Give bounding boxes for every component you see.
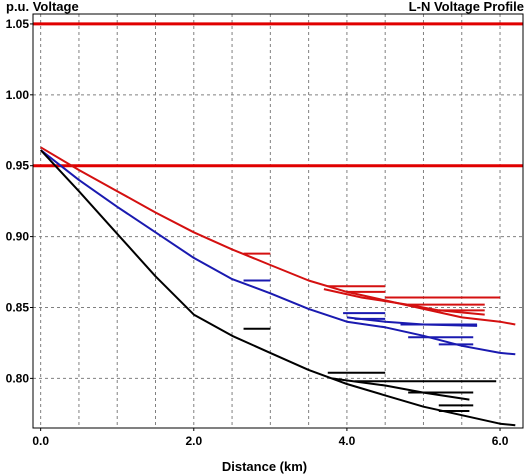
- x-tick-label: 6.0: [492, 434, 509, 448]
- chart-title: L-N Voltage Profile: [408, 0, 524, 14]
- x-tick-label: 2.0: [185, 434, 202, 448]
- series-0: [40, 146, 516, 326]
- x-tick-label: 0.0: [32, 434, 49, 448]
- series-line: [39, 149, 516, 427]
- series-2: [39, 149, 516, 427]
- y-axis-label: p.u. Voltage: [6, 0, 79, 14]
- x-axis-label: Distance (km): [221, 459, 308, 474]
- plot-frame: [32, 13, 524, 429]
- y-tick-label: 0.90: [6, 230, 30, 244]
- x-tick-label: 4.0: [339, 434, 356, 448]
- series-line: [40, 146, 516, 326]
- y-tick-label: 0.80: [6, 371, 30, 385]
- y-tick-label: 0.85: [6, 300, 30, 314]
- y-tick-label: 1.00: [6, 88, 30, 102]
- tick-labels: 0.80 0.85 0.90 0.95 1.00 1.05 0.0 2.0 4.0 6.0: [6, 17, 509, 448]
- limit-lines: [33, 22, 523, 168]
- series-1: [40, 149, 516, 356]
- series-group: [39, 146, 516, 427]
- y-tick-label: 1.05: [6, 17, 30, 31]
- y-tick-label: 0.95: [6, 159, 30, 173]
